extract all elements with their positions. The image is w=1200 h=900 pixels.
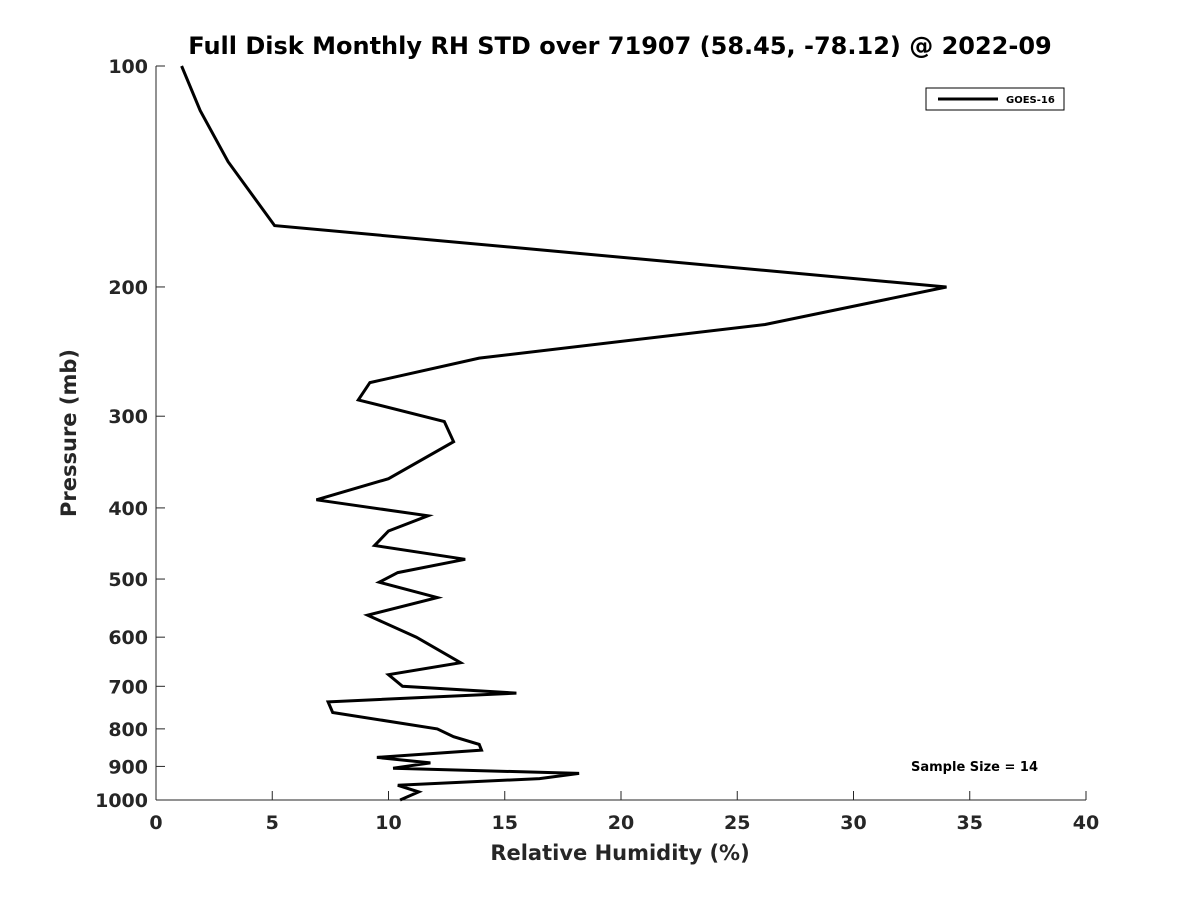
sample-size-annotation: Sample Size = 14 xyxy=(911,760,1038,775)
legend: GOES-16 xyxy=(925,87,1065,111)
y-axis: 100 200 300 400 500 600 700 800 900 1000 xyxy=(95,56,165,812)
x-tick-label: 5 xyxy=(266,812,279,834)
x-tick-label: 0 xyxy=(149,812,162,834)
x-axis-label: Relative Humidity (%) xyxy=(490,841,749,865)
y-tick-label: 800 xyxy=(108,719,148,741)
series-line-goes-16 xyxy=(180,65,947,802)
y-tick-label: 300 xyxy=(108,406,148,428)
x-tick-label: 15 xyxy=(492,812,518,834)
x-tick-label: 35 xyxy=(957,812,983,834)
y-tick-label: 200 xyxy=(108,277,148,299)
x-tick-label: 40 xyxy=(1073,812,1099,834)
y-tick-label: 600 xyxy=(108,627,148,649)
x-axis: 0 5 10 15 20 25 30 35 40 xyxy=(149,791,1099,834)
x-tick-label: 20 xyxy=(608,812,634,834)
x-tick-label: 10 xyxy=(375,812,401,834)
y-tick-label: 400 xyxy=(108,498,148,520)
x-tick-label: 30 xyxy=(840,812,866,834)
y-tick-label: 500 xyxy=(108,569,148,591)
y-tick-label: 100 xyxy=(108,56,148,78)
y-tick-label: 1000 xyxy=(95,790,148,812)
chart-title: Full Disk Monthly RH STD over 71907 (58.… xyxy=(188,32,1051,60)
legend-entry-goes-16: GOES-16 xyxy=(1006,95,1055,106)
y-tick-label: 700 xyxy=(108,676,148,698)
y-tick-label: 900 xyxy=(108,756,148,778)
x-tick-label: 25 xyxy=(724,812,750,834)
series-layer xyxy=(180,65,947,802)
y-axis-label: Pressure (mb) xyxy=(57,349,81,517)
